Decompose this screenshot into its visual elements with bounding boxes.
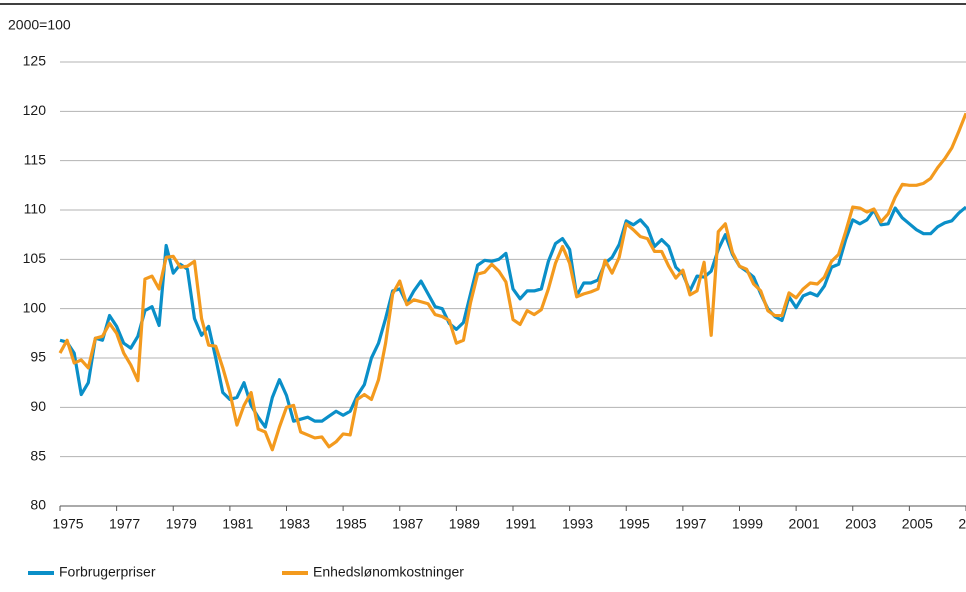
y-tick-label: 125	[23, 53, 47, 69]
x-tick-label: 1977	[109, 516, 140, 532]
y-tick-label: 115	[24, 151, 47, 167]
x-tick-label: 1997	[675, 516, 706, 532]
legend-label: Enhedslønomkostninger	[313, 564, 464, 580]
x-tick-label: 2001	[789, 516, 820, 532]
x-tick-label: 1979	[166, 516, 197, 532]
x-tick-label: 1993	[562, 516, 593, 532]
x-tick-label: 2003	[845, 516, 876, 532]
x-tick-label: 1987	[392, 516, 423, 532]
x-tick-label: 2005	[902, 516, 933, 532]
y-tick-label: 95	[30, 349, 46, 365]
x-tick-label: 1981	[222, 516, 253, 532]
y-tick-label: 100	[23, 299, 47, 315]
x-tick-label: 1991	[505, 516, 536, 532]
series-line	[59, 205, 966, 429]
x-tick-label: 1975	[52, 516, 83, 532]
y-tick-label: 80	[30, 497, 46, 513]
x-tick-label: 2007	[958, 516, 966, 532]
x-tick-label: 1989	[449, 516, 480, 532]
x-tick-label: 1995	[619, 516, 650, 532]
x-tick-label: 1999	[732, 516, 763, 532]
y-tick-label: 105	[23, 250, 47, 266]
y-axis-unit: 2000=100	[8, 17, 71, 33]
x-tick-label: 1983	[279, 516, 310, 532]
y-tick-label: 110	[24, 201, 47, 217]
y-tick-label: 85	[30, 447, 46, 463]
x-tick-label: 1985	[336, 516, 367, 532]
legend-label: Forbrugerpriser	[59, 564, 156, 580]
y-tick-label: 120	[23, 102, 47, 118]
y-tick-label: 90	[30, 398, 46, 414]
series-line	[58, 112, 966, 452]
